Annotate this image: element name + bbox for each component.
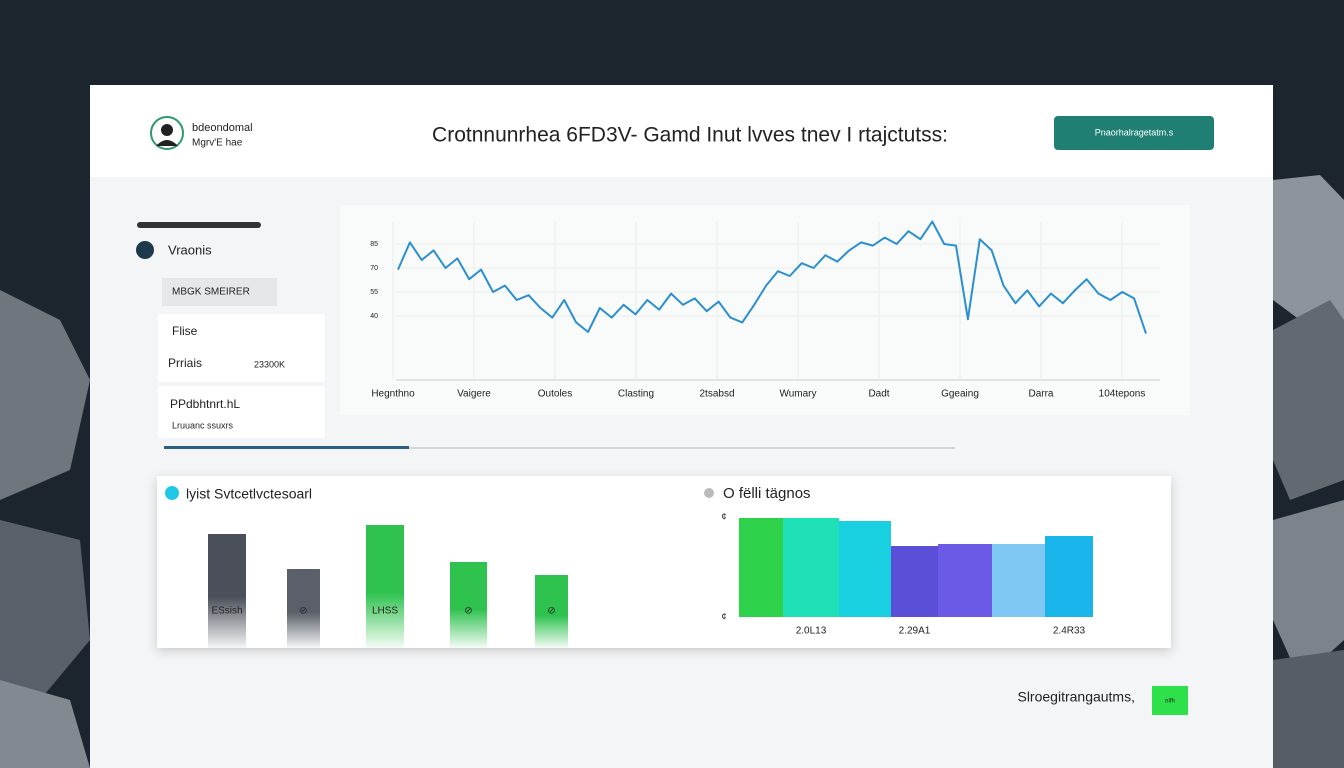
rock: [0, 520, 90, 700]
right-chart-title: O fëlli tägnos: [723, 485, 811, 502]
line-chart-panel: [340, 205, 1190, 415]
rock: [1273, 650, 1344, 768]
card-label: Prriais: [168, 356, 202, 370]
rock: [1273, 175, 1344, 330]
bar-label: ESsish: [211, 606, 242, 617]
bar: [450, 562, 487, 648]
rock: [1273, 500, 1344, 680]
y-tick-label: ¢: [721, 511, 726, 521]
bar-label: ⊘: [464, 606, 472, 617]
sidebar-card: [158, 386, 325, 438]
bar: [1045, 536, 1093, 617]
card-value: 23300K: [254, 359, 285, 369]
bar: [287, 569, 320, 648]
x-tick-label: Outoles: [538, 389, 572, 400]
progress-track: [164, 447, 955, 449]
bar: [739, 518, 783, 617]
y-tick-label: 85: [370, 241, 378, 248]
bar-label: LHSS: [372, 606, 398, 617]
bar-label: ⊘: [299, 606, 307, 617]
rock: [0, 290, 90, 500]
card-title: PPdbhtnrt.hL: [170, 397, 240, 411]
rock: [1273, 300, 1344, 500]
x-tick-label: Ggeaing: [941, 389, 979, 400]
card-title: Flise: [172, 324, 198, 338]
bar: [783, 518, 839, 617]
x-tick-label: 2.29A1: [899, 626, 931, 637]
x-tick-label: 104tepons: [1099, 389, 1146, 400]
bar: [839, 521, 891, 617]
bar: [535, 575, 568, 648]
bar: [366, 525, 404, 648]
x-tick-label: Wumary: [779, 389, 816, 400]
x-tick-label: Hegnthno: [371, 389, 415, 400]
avatar-body: [156, 140, 178, 146]
user-sub: Mgrv'E hae: [192, 138, 243, 149]
x-tick-label: Clasting: [618, 389, 654, 400]
legend-dot: [165, 486, 179, 500]
x-tick-label: Dadt: [868, 389, 889, 400]
avatar-head: [161, 124, 173, 136]
x-tick-label: 2.4R33: [1053, 626, 1086, 637]
x-tick-label: Vaigere: [457, 389, 491, 400]
y-tick-label: 70: [370, 265, 378, 272]
legend-dot: [704, 488, 714, 498]
x-tick-label: 2.0L13: [796, 626, 827, 637]
sidebar-chip-label[interactable]: MBGK SMEIRER: [172, 287, 250, 298]
bar: [938, 544, 992, 617]
sidebar-handle: [137, 222, 261, 228]
header-button[interactable]: [1054, 116, 1214, 150]
bar: [992, 544, 1045, 617]
bar: [208, 534, 246, 648]
footer-button[interactable]: [1152, 686, 1188, 715]
bar-label: ⊘: [547, 606, 555, 617]
sidebar-dot: [136, 241, 154, 259]
x-tick-label: Darra: [1028, 389, 1053, 400]
footer-button-label[interactable]: nlfh: [1165, 699, 1175, 705]
user-name: bdeondomal: [192, 122, 253, 134]
sidebar-item[interactable]: Vraonis: [168, 242, 212, 257]
y-tick-label: 55: [370, 289, 378, 296]
line-series: [397, 220, 1147, 334]
x-tick-label: 2tsabsd: [699, 389, 734, 400]
rock: [0, 680, 90, 768]
bar: [891, 546, 938, 617]
progress-fill: [164, 446, 409, 449]
header-button-label[interactable]: Pnaorhalragetatm.s: [1095, 127, 1174, 137]
sidebar-card: [158, 314, 325, 382]
footer-label: Slroegitrangautms,: [1017, 689, 1135, 705]
sidebar-chip[interactable]: [162, 278, 277, 306]
y-tick-label: 40: [370, 313, 378, 320]
left-chart-title: lyist Svtcetlvctesoarl: [186, 486, 312, 502]
card-sub: Lruuanc ssuxrs: [172, 420, 234, 430]
page-title: Crotnnunrhea 6FD3V- Gamd Inut lvves tnev…: [432, 124, 948, 147]
y-tick-label: ¢: [721, 611, 726, 621]
